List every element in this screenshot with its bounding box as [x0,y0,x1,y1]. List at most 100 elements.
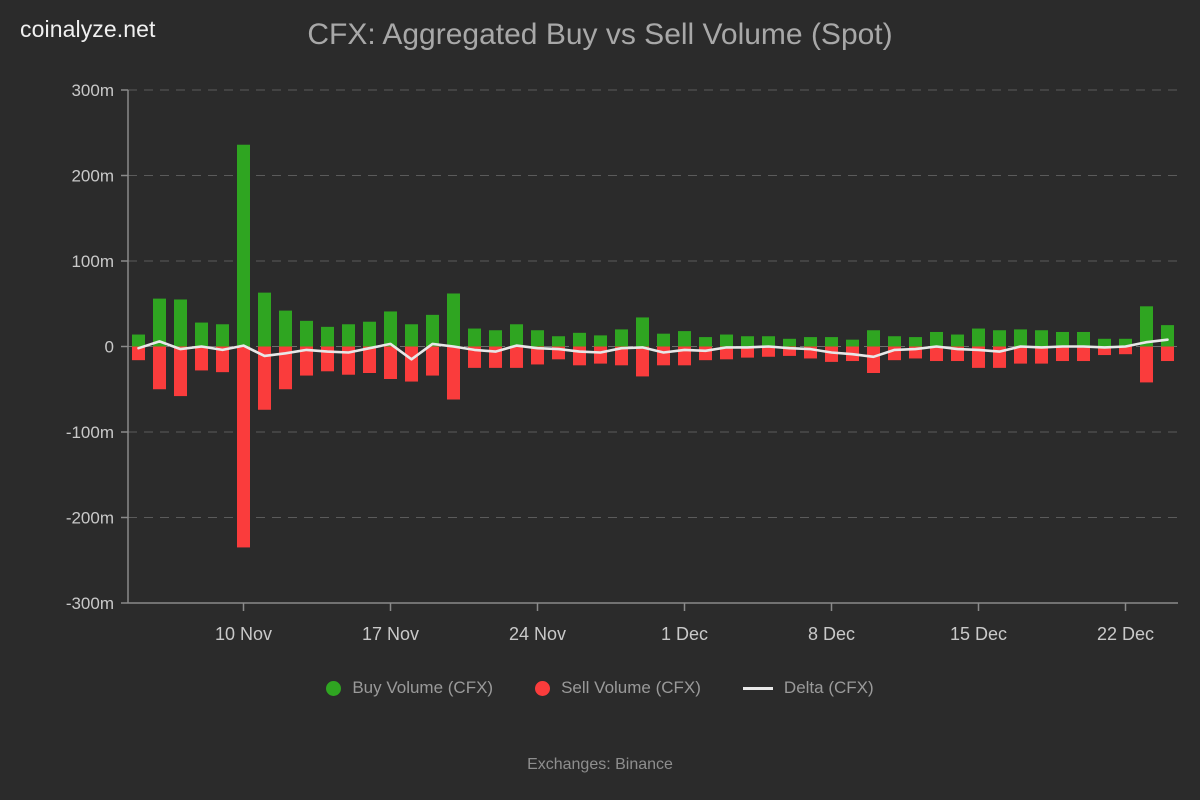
sell-volume-bar[interactable] [972,346,985,368]
buy-volume-bar[interactable] [573,332,586,347]
buy-volume-bar[interactable] [321,326,334,347]
sell-volume-bar[interactable] [363,346,376,374]
sell-volume-bar[interactable] [1098,346,1111,356]
buy-volume-bar[interactable] [720,334,733,347]
delta-line[interactable] [137,338,1169,361]
sell-volume-bar[interactable] [174,346,187,397]
sell-volume-bar[interactable] [1161,346,1174,362]
sell-volume-bar[interactable] [636,346,649,377]
buy-volume-bar[interactable] [489,330,502,347]
buy-volume-bar[interactable] [972,328,985,347]
x-axis-label: 1 Dec [661,624,708,644]
buy-volume-bar[interactable] [1098,338,1111,347]
legend-delta[interactable]: Delta (CFX) [742,678,874,698]
sell-volume-bar[interactable] [153,346,166,390]
sell-volume-bar[interactable] [1140,346,1153,383]
sell-volume-bar[interactable] [783,346,796,356]
sell-volume-bar[interactable] [930,346,943,362]
sell-volume-bar[interactable] [909,346,922,359]
sell-volume-bar[interactable] [720,346,733,360]
buy-volume-bar[interactable] [804,337,817,347]
buy-volume-bar[interactable] [783,338,796,347]
buy-volume-bar[interactable] [636,317,649,347]
buy-volume-bar[interactable] [363,321,376,347]
buy-volume-bar[interactable] [510,324,523,347]
y-axis-label: -200m [66,509,114,528]
sell-volume-bar[interactable] [195,346,208,371]
buy-volume-bar[interactable] [594,335,607,347]
sell-volume-bar[interactable] [447,346,460,400]
buy-volume-bar[interactable] [384,311,397,347]
buy-volume-bar[interactable] [195,322,208,347]
chart-legend[interactable]: Buy Volume (CFX) Sell Volume (CFX) Delta (… [0,678,1200,698]
sell-volume-bar[interactable] [573,346,586,366]
sell-volume-bar[interactable] [426,346,439,376]
buy-volume-bar[interactable] [762,336,775,347]
sell-volume-bar[interactable] [1035,346,1048,364]
buy-volume-bar[interactable] [741,336,754,347]
buy-volume-bar[interactable] [1140,306,1153,347]
buy-volume-bar[interactable] [552,336,565,347]
sell-volume-bar[interactable] [531,346,544,365]
sell-volume-bar[interactable] [699,346,712,361]
buy-volume-bar[interactable] [1014,329,1027,347]
buy-volume-bar[interactable] [405,324,418,347]
exchanges-note: Exchanges: Binance [527,756,673,773]
buy-volume-bar[interactable] [951,334,964,347]
buy-volume-bar[interactable] [279,310,292,347]
buy-volume-bar[interactable] [426,314,439,347]
sell-volume-bar[interactable] [1056,346,1069,362]
sell-volume-bar[interactable] [468,346,481,368]
sell-volume-bar[interactable] [867,346,880,374]
buy-volume-bar[interactable] [237,144,250,347]
sell-volume-bar[interactable] [132,346,145,361]
sell-volume-bar[interactable] [825,346,838,362]
buy-volume-bar[interactable] [468,328,481,347]
legend-buy-volume[interactable]: Buy Volume (CFX) [326,678,493,698]
buy-volume-bar[interactable] [1035,330,1048,347]
buy-volume-bar[interactable] [846,339,859,347]
buy-volume-bar[interactable] [825,337,838,347]
sell-volume-bar[interactable] [804,346,817,359]
buy-volume-bar[interactable] [258,292,271,347]
buy-volume-bar[interactable] [867,330,880,347]
buy-volume-bar[interactable] [678,331,691,347]
buy-volume-bar[interactable] [993,330,1006,347]
sell-volume-bar[interactable] [300,346,313,376]
buy-volume-bar[interactable] [531,330,544,347]
buy-volume-bar[interactable] [615,329,628,347]
sell-volume-bar[interactable] [237,346,250,548]
sell-volume-bar[interactable] [405,346,418,382]
buy-volume-bar[interactable] [216,324,229,347]
sell-volume-bar[interactable] [279,346,292,390]
buy-volume-bar[interactable] [447,293,460,347]
sell-volume-bar[interactable] [1014,346,1027,364]
sell-volume-bar[interactable] [510,346,523,368]
buy-volume-bar[interactable] [1119,338,1132,347]
buy-volume-bar[interactable] [657,333,670,347]
sell-volume-bar[interactable] [615,346,628,366]
sell-volume-bar[interactable] [762,346,775,357]
buy-volume-bar[interactable] [300,320,313,347]
legend-sell-volume[interactable]: Sell Volume (CFX) [535,678,701,698]
plot-area[interactable]: 300m 200m 100m 0 -100m -200m -300m 10 Nov 17 Nov… [0,0,1200,670]
sell-volume-bar[interactable] [741,346,754,358]
buy-volume-bar[interactable] [930,331,943,347]
sell-volume-bar[interactable] [657,346,670,366]
buy-volume-bar[interactable] [699,337,712,347]
sell-volume-bar[interactable] [594,346,607,364]
buy-volume-bar[interactable] [132,334,145,347]
buy-volume-bar[interactable] [1161,325,1174,347]
buy-volume-bar[interactable] [909,337,922,347]
buy-volume-bar[interactable] [174,299,187,347]
sell-volume-bar[interactable] [1119,346,1132,355]
sell-volume-bar[interactable] [216,346,229,373]
buy-volume-bar[interactable] [342,324,355,347]
buy-volume-bar[interactable] [153,298,166,347]
buy-volume-bar[interactable] [1077,331,1090,347]
buy-volume-bar[interactable] [1056,331,1069,347]
buy-volume-bar[interactable] [888,336,901,347]
sell-volume-bar[interactable] [384,346,397,379]
sell-volume-bar[interactable] [1077,346,1090,362]
sell-volume-bar[interactable] [258,346,271,410]
